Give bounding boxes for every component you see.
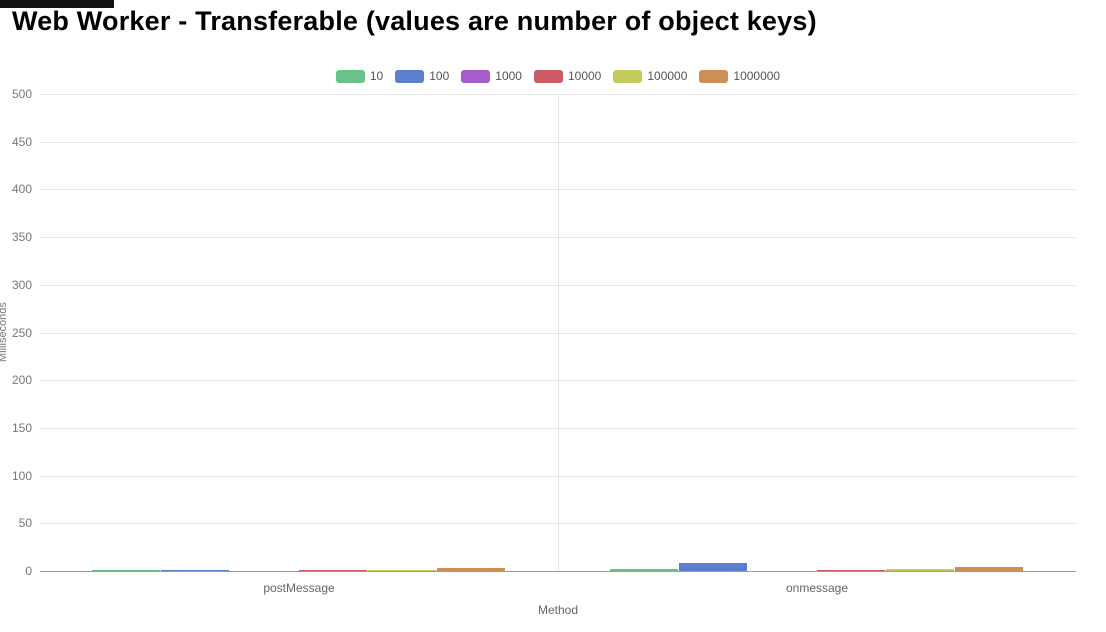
gridline — [40, 284, 1076, 286]
legend-swatch-100000 — [613, 69, 643, 83]
gridline — [40, 427, 1076, 429]
legend: 10 100 1000 10000 100000 1000000 — [40, 69, 1076, 83]
y-tick-label: 200 — [11, 373, 32, 388]
bar-postMessage-1000000[interactable] — [437, 568, 506, 571]
legend-label-1000000: 1000000 — [733, 69, 781, 83]
bar-onmessage-100[interactable] — [678, 563, 747, 571]
x-axis: postMessage onmessage — [40, 581, 1076, 597]
legend-item-1000[interactable]: 1000 — [461, 69, 522, 83]
legend-swatch-1000000 — [699, 69, 729, 83]
gridline — [40, 475, 1076, 477]
y-tick-label: 300 — [11, 277, 32, 292]
bar-postMessage-100000[interactable] — [368, 570, 437, 571]
legend-label-1000: 1000 — [495, 69, 522, 83]
chart-title: Web Worker - Transferable (values are nu… — [12, 6, 817, 36]
y-axis: 0 50 100 150 200 250 300 350 400 450 500 — [0, 87, 36, 578]
legend-item-10[interactable]: 10 — [335, 69, 384, 83]
top-left-artifact — [0, 0, 114, 8]
bar-postMessage-10[interactable] — [91, 569, 160, 571]
gridline — [40, 571, 1076, 572]
x-category-onmessage: onmessage — [785, 581, 849, 595]
y-tick-label: 500 — [11, 87, 32, 101]
bar-onmessage-1000000[interactable] — [955, 567, 1024, 571]
y-tick-label: 150 — [11, 420, 32, 435]
plot-area — [40, 94, 1076, 572]
legend-item-100000[interactable]: 100000 — [613, 69, 687, 83]
legend-swatch-100 — [395, 69, 425, 83]
y-tick-label: 450 — [11, 134, 32, 149]
gridline — [40, 380, 1076, 382]
gridline — [40, 189, 1076, 191]
legend-swatch-10 — [335, 69, 365, 83]
gridline — [40, 523, 1076, 525]
bar-postMessage-1000[interactable] — [229, 570, 298, 571]
legend-item-1000000[interactable]: 1000000 — [699, 69, 780, 83]
legend-label-10: 10 — [369, 69, 384, 83]
x-category-postmessage: postMessage — [263, 581, 335, 595]
legend-label-100000: 100000 — [647, 69, 688, 83]
gridline — [40, 237, 1076, 239]
bar-postMessage-100[interactable] — [160, 570, 229, 571]
bar-postMessage-10000[interactable] — [299, 570, 368, 571]
y-tick-label: 250 — [11, 325, 32, 340]
bar-onmessage-10[interactable] — [609, 569, 678, 571]
legend-item-100[interactable]: 100 — [395, 69, 449, 83]
y-tick-label: 0 — [25, 564, 32, 578]
x-axis-title: Method — [537, 603, 579, 617]
bar-onmessage-100000[interactable] — [886, 569, 955, 571]
y-tick-label: 100 — [11, 468, 32, 483]
gridline — [40, 332, 1076, 334]
gridline — [40, 94, 1076, 95]
legend-swatch-10000 — [533, 69, 563, 83]
legend-label-10000: 10000 — [567, 69, 602, 83]
legend-swatch-1000 — [461, 69, 491, 83]
y-tick-label: 400 — [11, 182, 32, 197]
bar-onmessage-10000[interactable] — [817, 570, 886, 571]
y-tick-label: 50 — [18, 516, 32, 531]
y-tick-label: 350 — [11, 230, 32, 245]
legend-label-100: 100 — [429, 69, 450, 83]
gridline — [40, 141, 1076, 143]
legend-item-10000[interactable]: 10000 — [533, 69, 602, 83]
bar-onmessage-1000[interactable] — [747, 570, 816, 571]
